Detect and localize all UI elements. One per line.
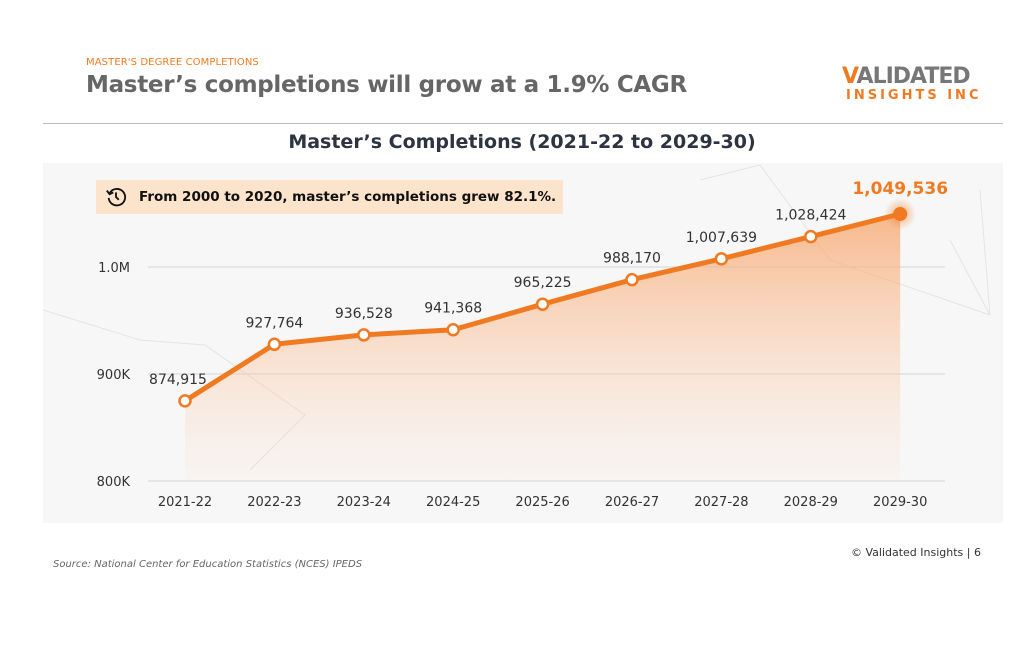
header-divider: [43, 123, 1003, 124]
callout-text: From 2000 to 2020, master’s completions …: [139, 189, 557, 205]
y-tick-label: 900K: [97, 368, 131, 383]
x-tick-label: 2027-28: [694, 495, 748, 510]
x-tick-label: 2021-22: [158, 495, 212, 510]
x-tick-label: 2026-27: [605, 495, 659, 510]
data-label: 936,528: [335, 306, 393, 322]
data-label: 874,915: [149, 372, 207, 388]
data-label: 1,049,536: [852, 179, 948, 199]
source-note: Source: National Center for Education St…: [53, 559, 363, 570]
data-point: [535, 297, 550, 311]
eyebrow-label: MASTER'S DEGREE COMPLETIONS: [86, 57, 259, 68]
y-tick-label: 1.0M: [98, 261, 130, 276]
data-point: [804, 229, 818, 244]
history-clock-icon: [106, 188, 127, 207]
validated-insights-logo: VALIDATED INSIGHTS INC: [842, 64, 982, 104]
callout-banner: From 2000 to 2020, master’s completions …: [96, 180, 563, 214]
x-tick-label: 2022-23: [247, 495, 301, 510]
data-point: [267, 337, 282, 352]
slide-headline: Master’s completions will grow at a 1.9%…: [86, 72, 687, 98]
area-fill: [185, 213, 901, 482]
data-label: 1,028,424: [775, 208, 846, 224]
x-tick-label: 2024-25: [426, 495, 480, 510]
data-point: [893, 206, 908, 221]
y-tick-label: 800K: [97, 475, 131, 490]
data-label: 965,225: [514, 275, 572, 291]
x-tick-label: 2029-30: [873, 495, 927, 510]
x-tick-label: 2028-29: [784, 495, 838, 510]
data-label: 927,764: [245, 315, 303, 331]
chart-title: Master’s Completions (2021-22 to 2029-30…: [288, 131, 756, 153]
copyright: © Validated Insights | 6: [850, 546, 981, 559]
data-point: [714, 252, 729, 266]
data-label: 941,368: [424, 301, 482, 317]
data-point: [446, 322, 460, 337]
x-tick-label: 2025-26: [515, 495, 569, 510]
data-label: 988,170: [603, 251, 661, 267]
data-label: 1,007,639: [686, 230, 757, 246]
x-tick-label: 2023-24: [337, 495, 391, 510]
data-point: [357, 328, 371, 342]
data-point: [625, 272, 639, 287]
data-point: [178, 394, 192, 408]
